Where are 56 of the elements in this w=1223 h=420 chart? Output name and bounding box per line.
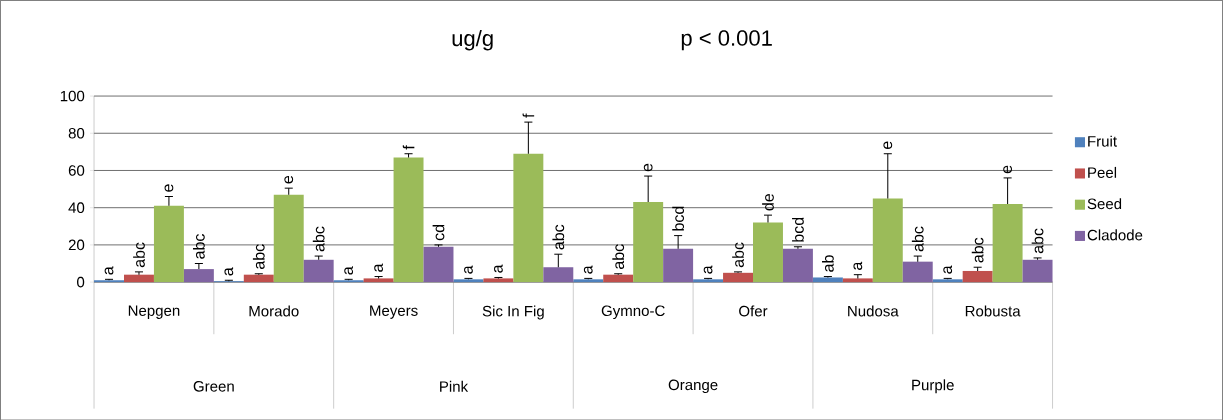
x-tick-label: Meyers — [370, 305, 418, 319]
data-label: cd — [432, 224, 445, 240]
data-label: a — [494, 264, 503, 273]
data-label: a — [943, 265, 953, 274]
data-label: de — [762, 193, 774, 211]
data-label: a — [853, 261, 863, 270]
data-label: abc — [192, 233, 205, 259]
data-label: abc — [911, 226, 924, 252]
data-label: abc — [252, 244, 265, 269]
data-label: abc — [1031, 228, 1044, 253]
legend-label: Fruit — [1088, 135, 1117, 147]
text: Orange — [668, 379, 718, 393]
text: Green — [193, 380, 234, 392]
data-label: f — [402, 144, 415, 150]
data-label: abc — [312, 226, 325, 252]
data-label: abc — [732, 242, 744, 267]
data-label: a — [583, 265, 593, 274]
data-label: e — [284, 175, 294, 184]
data-label: bcd — [792, 217, 804, 242]
text: Purple — [912, 379, 954, 394]
data-label: a — [703, 265, 713, 274]
legend-label: Cladode — [1087, 229, 1143, 241]
legend-label: Peel — [1088, 166, 1117, 178]
y-tick-label: 100 — [60, 90, 85, 102]
data-label: a — [224, 267, 234, 276]
data-label: e — [1003, 165, 1012, 173]
data-label: e — [643, 163, 653, 172]
legend-label: Seed — [1087, 197, 1122, 209]
data-label: abc — [133, 242, 145, 267]
chart-title: ug/g — [452, 29, 493, 51]
data-label: e — [164, 184, 174, 192]
y-tick-label: 40 — [68, 202, 85, 213]
text: Pink — [440, 380, 469, 392]
data-label: abc — [552, 224, 565, 250]
data-label: abc — [971, 237, 984, 263]
data-label: a — [104, 266, 114, 275]
data-label: a — [374, 263, 383, 272]
data-label: e — [883, 141, 893, 149]
chart-subtitle: p < 0.001 — [681, 30, 772, 51]
data-label: abc — [612, 244, 625, 269]
y-tick-label: 0 — [77, 276, 85, 288]
x-tick-label: Ofer — [739, 305, 768, 317]
x-tick-label: Morado — [249, 305, 299, 317]
data-label: a — [344, 266, 354, 275]
y-tick-label: 60 — [68, 164, 85, 176]
x-tick-label: Nudosa — [848, 305, 899, 317]
y-tick-label: 80 — [68, 127, 85, 139]
x-tick-label: Nepgen — [128, 305, 180, 319]
y-tick-label: 20 — [68, 239, 85, 251]
data-label: bcd — [672, 206, 685, 231]
x-tick-label: Gymno-C — [601, 305, 665, 319]
data-label: ab — [822, 255, 834, 272]
x-tick-label: Robusta — [965, 305, 1021, 317]
data-label: f — [522, 113, 535, 118]
x-tick-label: Sic In Fig — [482, 305, 544, 320]
data-label: a — [464, 265, 473, 274]
